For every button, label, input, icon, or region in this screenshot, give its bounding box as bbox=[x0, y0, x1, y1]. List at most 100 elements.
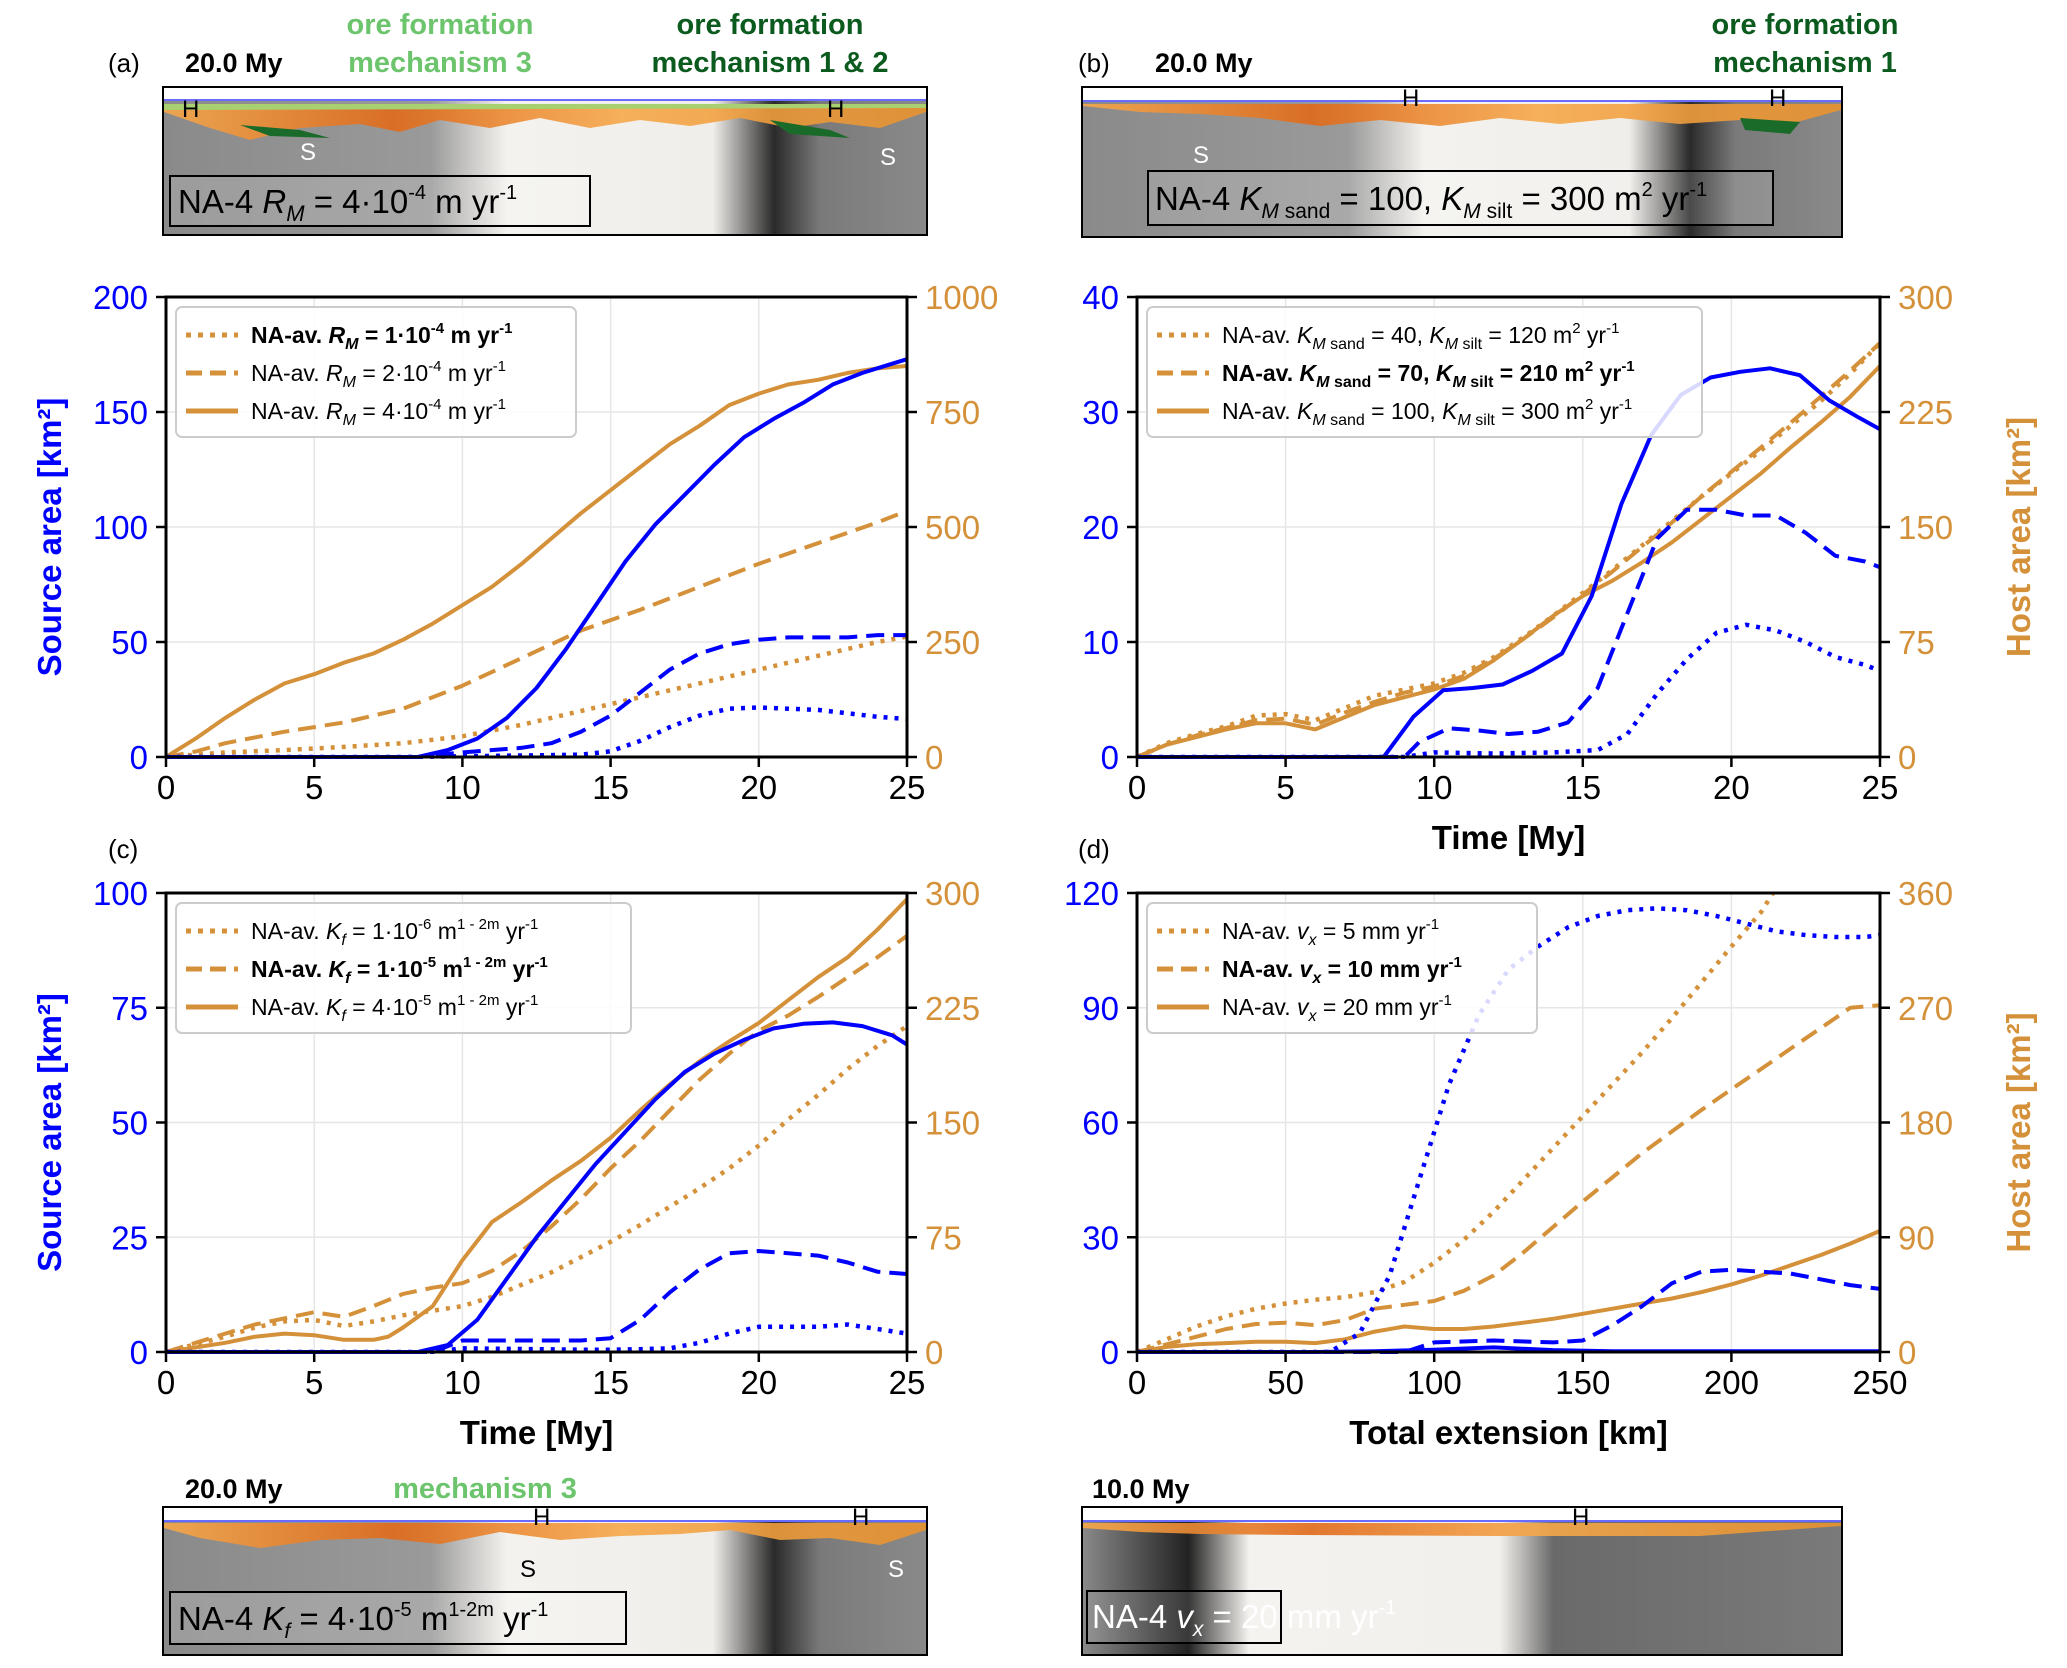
legend-entry: NA-av. Kf = 4·10-5 m1 - 2m yr-1 bbox=[251, 992, 538, 1025]
y-tick-label-right: 225 bbox=[925, 990, 980, 1027]
x-tick-label: 20 bbox=[740, 769, 777, 806]
snapshot-caption-d: NA-4 vx = 20 mm yr-1 bbox=[1092, 1597, 1396, 1641]
host-marker: H bbox=[1769, 85, 1786, 112]
legend-entry: NA-av. vx = 10 mm yr-1 bbox=[1222, 954, 1462, 987]
x-tick-label: 5 bbox=[305, 1364, 323, 1401]
x-axis-label: Time [My] bbox=[460, 1414, 613, 1451]
y-axis-label-left: Source area [km²] bbox=[31, 398, 68, 677]
mechanism-label-right-line2: mechanism 1 & 2 bbox=[652, 47, 889, 79]
source-marker: S bbox=[880, 144, 896, 171]
y-tick-label-right: 150 bbox=[1898, 509, 1953, 546]
x-axis-label: Total extension [km] bbox=[1349, 1414, 1667, 1451]
y-tick-label-left: 90 bbox=[1082, 990, 1119, 1027]
y-tick-label-left: 0 bbox=[130, 1334, 148, 1371]
legend-entry: NA-av. Kf = 1·10-5 m1 - 2m yr-1 bbox=[251, 954, 548, 987]
snapshot-caption-c: NA-4 Kf = 4·10-5 m1-2m yr-1 bbox=[178, 1599, 548, 1643]
legend-entry: NA-av. RM = 2·10-4 m yr-1 bbox=[251, 358, 506, 391]
model-cross-section-a bbox=[162, 86, 928, 236]
legend-entry: NA-av. vx = 5 mm yr-1 bbox=[1222, 916, 1439, 949]
series-line-right-solid bbox=[166, 897, 907, 1354]
y-tick-label-right: 0 bbox=[1898, 1334, 1916, 1371]
source-marker: S bbox=[1852, 142, 1868, 169]
series-line-left-dashed bbox=[1137, 507, 1880, 759]
legend-entry: NA-av. KM sand = 70, KM silt = 210 m2 yr… bbox=[1222, 358, 1635, 391]
snapshot-time-c: 20.0 My bbox=[185, 1474, 283, 1504]
y-tick-label-left: 60 bbox=[1082, 1105, 1119, 1142]
legend: NA-av. Kf = 1·10-6 m1 - 2m yr-1 NA-av. Kf… bbox=[175, 902, 632, 1034]
series-line-right-dashed bbox=[166, 509, 907, 759]
y-tick-label-left: 50 bbox=[111, 1105, 148, 1142]
source-marker: S bbox=[888, 1556, 904, 1583]
series-line-right-dashed bbox=[1137, 1003, 1880, 1354]
y-tick-label-right: 1000 bbox=[925, 279, 998, 316]
y-tick-label-right: 0 bbox=[925, 1334, 943, 1371]
y-tick-label-right: 500 bbox=[925, 509, 980, 546]
x-tick-label: 0 bbox=[157, 769, 175, 806]
y-tick-label-left: 100 bbox=[93, 875, 148, 912]
series-line-left-dotted bbox=[1137, 906, 1880, 1354]
x-tick-label: 50 bbox=[1267, 1364, 1304, 1401]
series-line-left-dashed bbox=[166, 1249, 907, 1354]
y-tick-label-right: 90 bbox=[1898, 1219, 1935, 1256]
legend-entry: NA-av. KM sand = 100, KM silt = 300 m2 y… bbox=[1222, 396, 1632, 429]
x-tick-label: 10 bbox=[1416, 769, 1453, 806]
y-tick-label-left: 0 bbox=[130, 739, 148, 776]
host-marker: H bbox=[533, 1504, 550, 1531]
x-tick-label: 0 bbox=[1128, 769, 1146, 806]
mechanism-label-left-line1: ore formation bbox=[347, 9, 534, 41]
y-tick-label-left: 10 bbox=[1082, 624, 1119, 661]
series-line-right-dotted bbox=[166, 634, 907, 759]
series-line-right-dotted bbox=[166, 1024, 907, 1354]
x-axis-label: Time [My] bbox=[1432, 819, 1585, 856]
y-tick-label-right: 270 bbox=[1898, 990, 1953, 1027]
legend-entry: NA-av. Kf = 1·10-6 m1 - 2m yr-1 bbox=[251, 916, 538, 949]
y-axis-label-right: Host area [km²] bbox=[2000, 417, 2037, 657]
y-axis-label-left: Source area [km²] bbox=[31, 993, 68, 1272]
series-line-right-solid bbox=[166, 364, 907, 759]
y-tick-label-left: 200 bbox=[93, 279, 148, 316]
series-line-left-dotted bbox=[166, 1322, 907, 1354]
series-line-left-dotted bbox=[1137, 622, 1880, 759]
y-tick-label-left: 25 bbox=[111, 1219, 148, 1256]
mechanism-label-left: mechanism 3 bbox=[393, 1473, 577, 1505]
y-tick-label-left: 75 bbox=[111, 990, 148, 1027]
y-tick-label-right: 180 bbox=[1898, 1105, 1953, 1142]
x-tick-label: 250 bbox=[1852, 1364, 1907, 1401]
snapshot-b: (b) 20.0 My ore formation mechanism 1 NA… bbox=[1078, 9, 1898, 238]
series-line-left-solid bbox=[166, 1020, 907, 1354]
legend-box bbox=[1146, 306, 1703, 438]
y-tick-label-right: 225 bbox=[1898, 394, 1953, 431]
y-tick-label-right: 300 bbox=[1898, 279, 1953, 316]
host-marker: H bbox=[1402, 85, 1419, 112]
series-line-right-solid bbox=[1137, 364, 1880, 759]
snapshot-caption-b: NA-4 KM sand = 100, KM silt = 300 m2 yr-… bbox=[1155, 179, 1707, 223]
chart-d: 0 50 100 150 200 2500306090120090180270360Tot… bbox=[1064, 834, 2037, 1451]
model-cross-section-b bbox=[1081, 86, 1843, 238]
legend: NA-av. vx = 5 mm yr-1 NA-av. vx = 10 mm y… bbox=[1146, 902, 1538, 1034]
snapshot-c: 20.0 My mechanism 3 NA-4 Kf = 4·10-5 m1-… bbox=[162, 1473, 928, 1656]
snapshot-time-d: 10.0 My bbox=[1092, 1474, 1190, 1504]
x-tick-label: 25 bbox=[889, 1364, 926, 1401]
y-axis-label-right: Host area [km²] bbox=[2000, 1012, 2037, 1252]
host-marker: H bbox=[1572, 1504, 1589, 1531]
snapshot-time-b: 20.0 My bbox=[1155, 48, 1253, 78]
y-tick-label-left: 120 bbox=[1064, 875, 1119, 912]
y-tick-label-left: 30 bbox=[1082, 394, 1119, 431]
y-tick-label-right: 360 bbox=[1898, 875, 1953, 912]
chart-a: 0 5 10 15 20 2505010015020002505007501000Sour… bbox=[31, 279, 998, 806]
host-marker: H bbox=[827, 96, 844, 123]
x-tick-label: 0 bbox=[1128, 1364, 1146, 1401]
snapshot-caption-box-a bbox=[169, 175, 591, 227]
legend-entry: NA-av. vx = 20 mm yr-1 bbox=[1222, 992, 1452, 1025]
x-tick-label: 100 bbox=[1407, 1364, 1462, 1401]
panel-label: (d) bbox=[1078, 834, 1110, 864]
y-tick-label-right: 150 bbox=[925, 1105, 980, 1142]
y-tick-label-right: 300 bbox=[925, 875, 980, 912]
y-tick-label-left: 30 bbox=[1082, 1219, 1119, 1256]
series-line-left-solid bbox=[1137, 366, 1880, 759]
model-cross-section-c bbox=[162, 1506, 928, 1656]
x-tick-label: 200 bbox=[1704, 1364, 1759, 1401]
x-tick-label: 10 bbox=[444, 769, 481, 806]
source-marker: S bbox=[520, 1556, 536, 1583]
